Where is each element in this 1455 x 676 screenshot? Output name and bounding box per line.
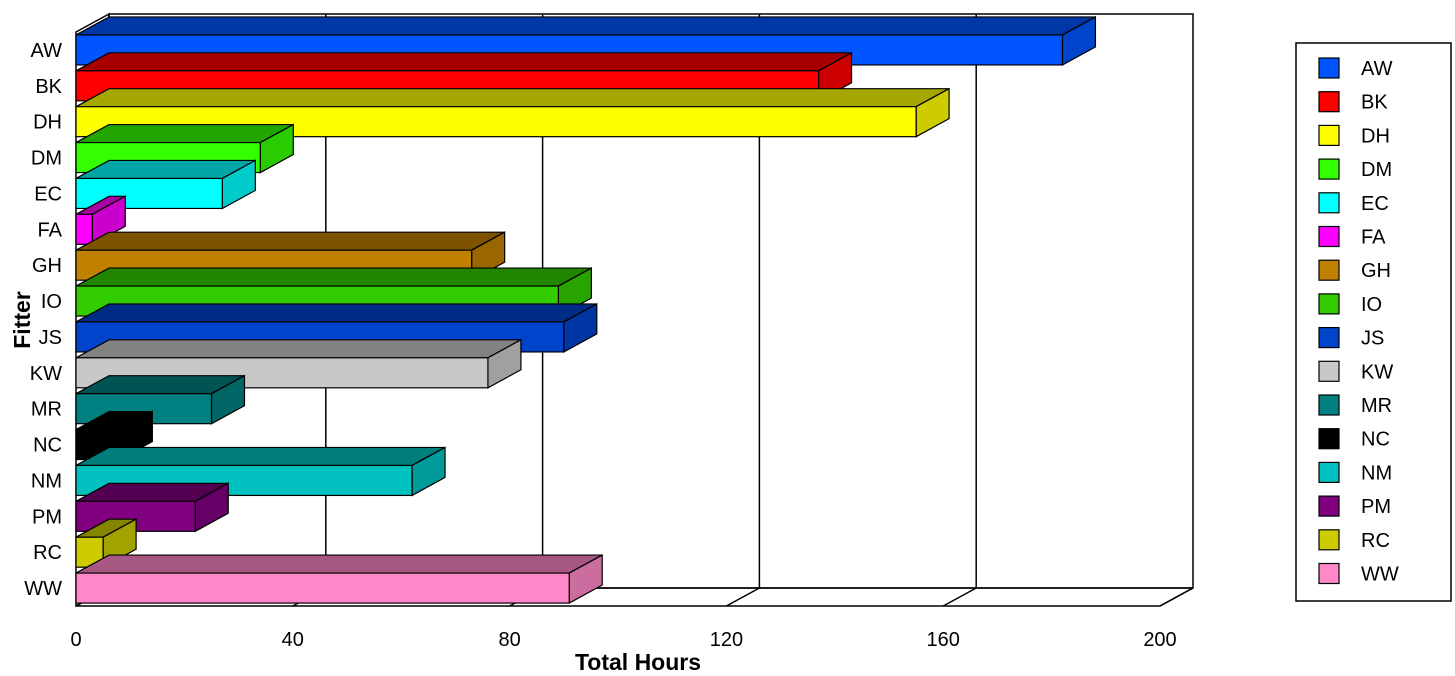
legend-swatch <box>1318 225 1340 248</box>
y-category-label: GH <box>32 255 62 277</box>
legend-swatch <box>1318 428 1340 450</box>
y-category-label: MR <box>31 399 62 421</box>
legend-swatch <box>1318 192 1340 214</box>
bars <box>75 15 1097 605</box>
bar-front-face <box>75 572 570 604</box>
legend-label: MR <box>1361 395 1392 417</box>
bar-gh <box>75 231 506 282</box>
legend-label: RC <box>1361 530 1390 552</box>
floor-tick <box>1159 587 1194 607</box>
bar-top-face <box>75 52 852 72</box>
legend-label: DM <box>1361 159 1392 181</box>
legend-label: DH <box>1361 125 1390 147</box>
y-category-label: RC <box>33 542 62 564</box>
legend-item-gh: GH <box>1318 259 1391 282</box>
legend-label: IO <box>1361 294 1382 316</box>
y-category-label: PM <box>32 506 62 528</box>
legend-label: AW <box>1361 58 1393 80</box>
bar-ww <box>75 554 603 605</box>
legend-swatch <box>1318 327 1340 349</box>
legend-item-fa: FA <box>1318 225 1386 249</box>
bar-top-face <box>75 303 598 323</box>
bar-pm <box>75 482 229 533</box>
bar-ec <box>75 159 256 210</box>
legend-item-pm: PM <box>1318 495 1391 518</box>
legend-swatch <box>1318 495 1340 517</box>
y-category-label: NM <box>31 470 62 492</box>
legend-swatch <box>1318 394 1340 416</box>
legend-item-nc: NC <box>1318 428 1390 451</box>
bar-top-face <box>75 16 1096 36</box>
legend-item-ww: WW <box>1318 562 1399 586</box>
legend: AW BK DH DM EC FA GH IO JS KW MR NC NM PM RC WW <box>1295 42 1452 602</box>
legend-swatch <box>1318 158 1340 180</box>
y-category-label: DM <box>31 148 62 170</box>
bar-fa <box>75 195 126 246</box>
y-category-label: EC <box>34 183 62 205</box>
legend-item-kw: KW <box>1318 360 1393 383</box>
legend-label: NM <box>1361 462 1392 484</box>
legend-swatch <box>1318 562 1340 585</box>
legend-swatch <box>1318 529 1340 551</box>
bar-top-face <box>75 231 505 251</box>
y-category-label: NC <box>33 435 62 457</box>
legend-item-bk: BK <box>1318 91 1388 114</box>
y-category-label: JS <box>39 327 62 349</box>
legend-item-dh: DH <box>1318 124 1390 147</box>
legend-label: FA <box>1361 227 1386 249</box>
x-tick-label: 80 <box>498 629 520 651</box>
bar-top-face <box>75 339 522 359</box>
legend-swatch <box>1318 293 1340 315</box>
y-category-label: KW <box>30 363 62 385</box>
y-category-label: BK <box>35 76 62 98</box>
bar-top-face <box>75 446 446 467</box>
bar-mr <box>75 374 246 425</box>
bar-top-face <box>75 88 950 108</box>
x-tick-label: 120 <box>710 629 743 651</box>
legend-label: WW <box>1361 564 1399 586</box>
legend-swatch <box>1318 259 1340 281</box>
legend-swatch <box>1318 57 1340 79</box>
y-category-label: WW <box>24 578 62 600</box>
bar-top-face <box>75 123 294 144</box>
y-category-label: DH <box>33 112 62 134</box>
legend-item-dm: DM <box>1318 158 1392 181</box>
y-category-label: IO <box>41 291 62 313</box>
x-tick-label: 40 <box>282 629 304 651</box>
legend-item-mr: MR <box>1318 394 1392 417</box>
x-tick-label: 200 <box>1143 629 1176 651</box>
y-category-label: FA <box>38 219 63 241</box>
x-tick-label: 0 <box>70 629 81 651</box>
legend-item-ec: EC <box>1318 192 1389 215</box>
legend-label: NC <box>1361 429 1390 451</box>
x-tick-label: 160 <box>927 629 960 651</box>
legend-item-aw: AW <box>1318 57 1393 80</box>
legend-label: BK <box>1361 92 1388 114</box>
legend-label: JS <box>1361 328 1384 350</box>
legend-swatch <box>1318 461 1340 483</box>
x-axis-title: Total Hours <box>575 649 701 675</box>
bar-front-face <box>75 213 93 245</box>
legend-label: GH <box>1361 260 1391 282</box>
legend-item-js: JS <box>1318 327 1384 350</box>
bar-nm <box>75 446 446 497</box>
legend-item-io: IO <box>1318 293 1382 316</box>
legend-swatch <box>1318 360 1340 382</box>
legend-swatch <box>1318 124 1340 147</box>
y-axis-title: Fitter <box>9 291 35 349</box>
legend-swatch <box>1318 91 1340 113</box>
legend-label: EC <box>1361 193 1389 215</box>
y-category-label: AW <box>31 40 63 62</box>
floor-tick <box>726 587 760 607</box>
bar-top-face <box>75 267 592 287</box>
legend-item-rc: RC <box>1318 529 1390 552</box>
legend-item-nm: NM <box>1318 461 1392 484</box>
legend-label: KW <box>1361 361 1393 383</box>
legend-label: PM <box>1361 496 1391 518</box>
bar-top-face <box>75 554 603 574</box>
floor-tick <box>942 587 977 607</box>
